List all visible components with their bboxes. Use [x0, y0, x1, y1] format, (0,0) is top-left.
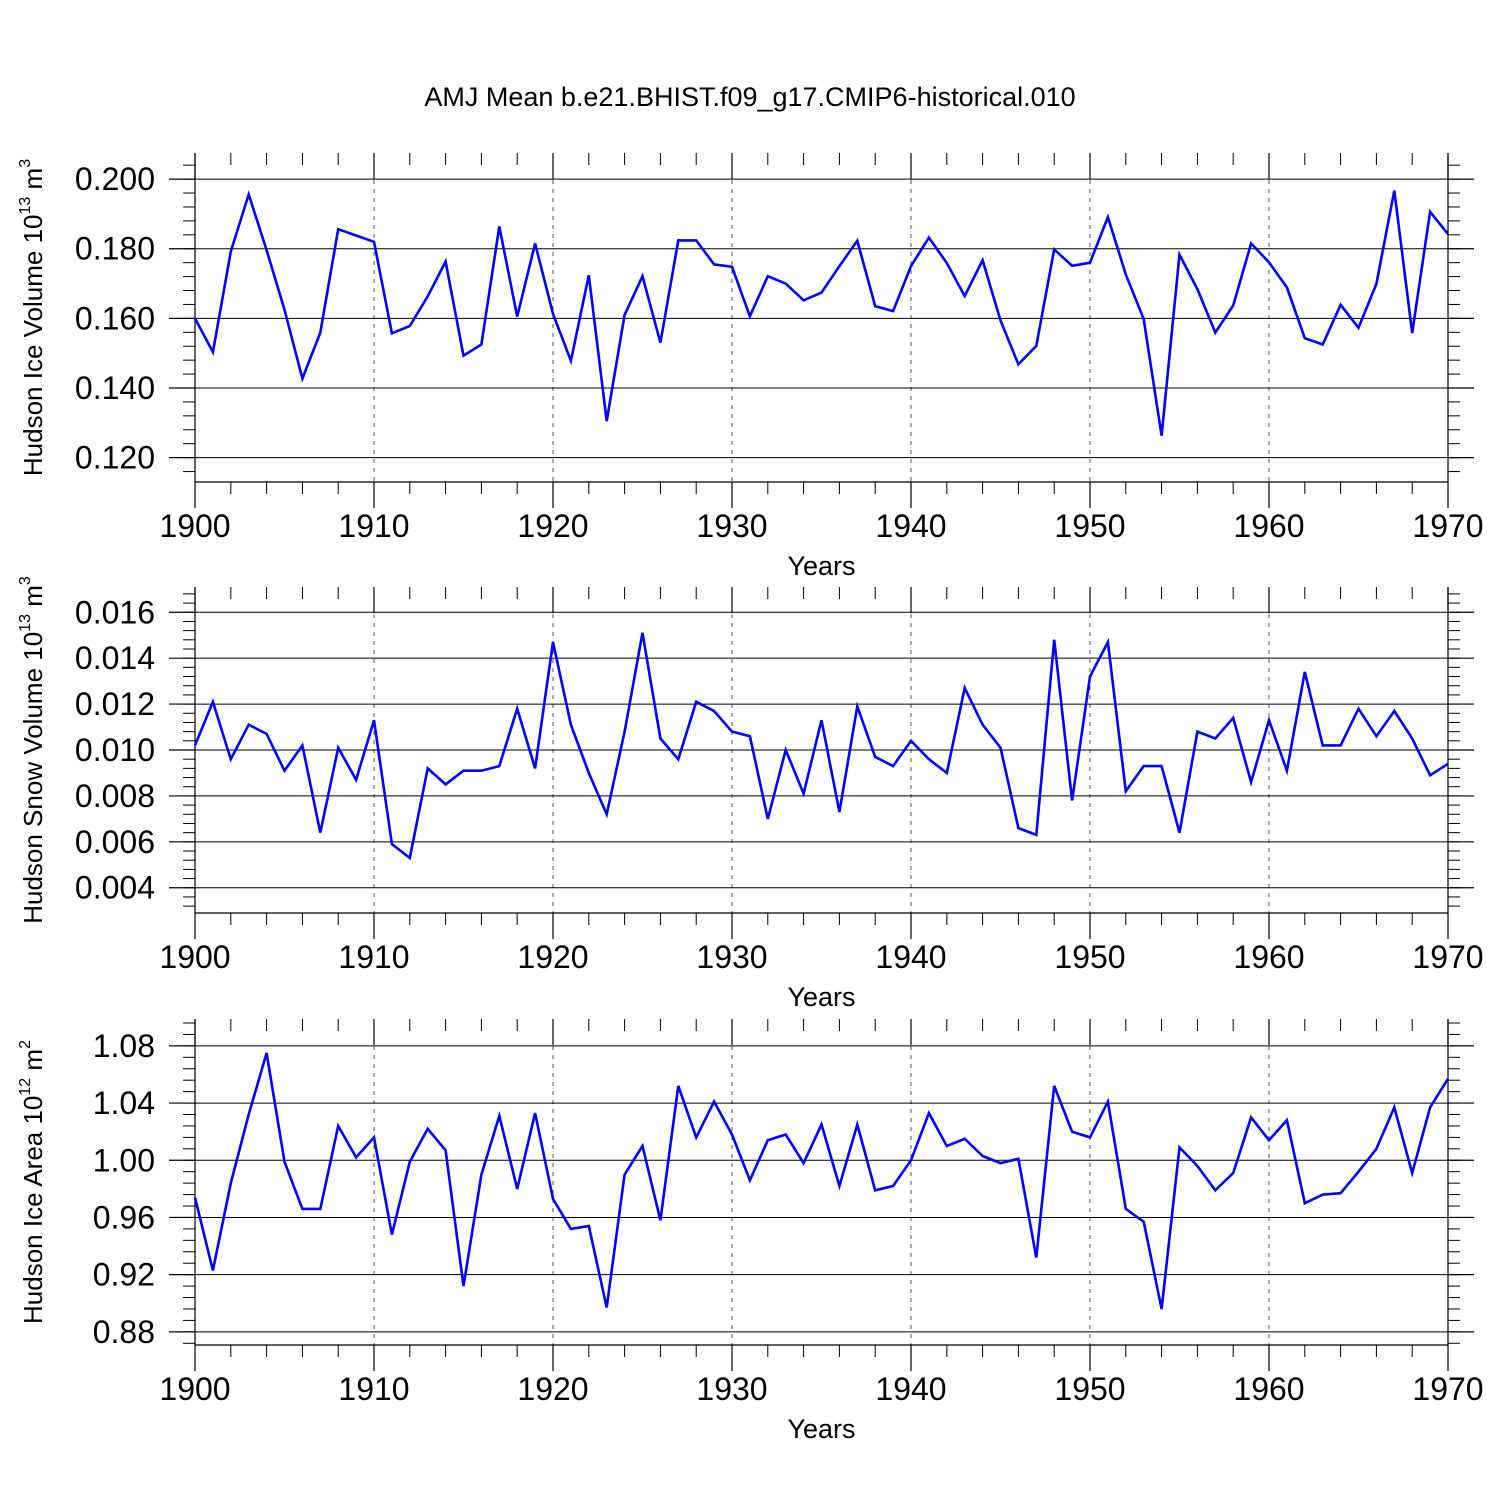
- y-tick-label: 0.004: [75, 870, 155, 906]
- y-tick-label: 0.200: [75, 161, 155, 197]
- x-tick-label: 1910: [338, 1371, 409, 1407]
- x-tick-label: 1950: [1054, 1371, 1125, 1407]
- chart-panel-hudson-ice-area: 0.88 0.92 0.96 1.00 1.04 1.08 1900 1910 1920 1930…: [17, 1019, 1484, 1444]
- x-tick-label: 1910: [338, 508, 409, 544]
- x-tick-label: 1940: [875, 1371, 946, 1407]
- x-tick-label: 1920: [517, 939, 588, 975]
- figure-title: AMJ Mean b.e21.BHIST.f09_g17.CMIP6-histo…: [424, 82, 1075, 112]
- y-axis-label-text: Hudson Ice Volume 10: [18, 214, 48, 476]
- y-tick-label: 0.92: [93, 1257, 155, 1293]
- x-tick-label: 1900: [159, 1371, 230, 1407]
- x-tick-label: 1970: [1412, 508, 1483, 544]
- x-tick-label: 1900: [159, 508, 230, 544]
- x-tick-label: 1930: [696, 1371, 767, 1407]
- y-axis-label-unit: m: [18, 1049, 48, 1078]
- x-tick-label: 1960: [1233, 508, 1304, 544]
- y-tick-label: 0.008: [75, 778, 155, 814]
- y-axis-label-text: Hudson Snow Volume 10: [18, 632, 48, 924]
- series-line-hudson-snow-volume: [193, 632, 1449, 861]
- x-tick-label: 1910: [338, 939, 409, 975]
- y-axis-label-unit-exponent: 3: [17, 576, 34, 585]
- chart-panel-hudson-snow-volume: 0.004 0.006 0.008 0.010 0.012 0.014 0.016 1900 1…: [17, 576, 1484, 1012]
- x-tick-label: 1930: [696, 939, 767, 975]
- y-axis-label-text: Hudson Ice Area 10: [18, 1096, 48, 1324]
- chart-panel-hudson-ice-volume: 0.120 0.140 0.160 0.180 0.200 1900 1910 1920 193…: [17, 153, 1484, 581]
- y-axis-label: Hudson Ice Area 1012 m2: [17, 1040, 48, 1324]
- y-tick-label: 0.96: [93, 1199, 155, 1235]
- y-tick-label: 0.88: [93, 1314, 155, 1350]
- y-tick-label: 0.160: [75, 300, 155, 336]
- y-tick-label: 0.120: [75, 440, 155, 476]
- x-tick-label: 1960: [1233, 1371, 1304, 1407]
- y-tick-label: 0.006: [75, 824, 155, 860]
- y-axis-label-exponent: 13: [17, 614, 34, 632]
- y-axis-label: Hudson Ice Volume 1013 m3: [17, 159, 48, 476]
- y-tick-label: 1.00: [93, 1142, 155, 1178]
- x-tick-label: 1920: [517, 508, 588, 544]
- x-tick-label: 1900: [159, 939, 230, 975]
- x-axis-label: Years: [787, 551, 855, 581]
- x-tick-label: 1950: [1054, 508, 1125, 544]
- y-axis-label-exponent: 12: [17, 1078, 34, 1096]
- x-axis-label: Years: [787, 1414, 855, 1444]
- x-tick-label: 1930: [696, 508, 767, 544]
- y-axis-label-unit: m: [18, 585, 48, 614]
- x-tick-label: 1970: [1412, 1371, 1483, 1407]
- x-tick-label: 1970: [1412, 939, 1483, 975]
- y-axis-label-exponent: 13: [17, 197, 34, 215]
- x-tick-label: 1940: [875, 508, 946, 544]
- y-tick-label: 0.140: [75, 370, 155, 406]
- y-tick-label: 1.04: [93, 1085, 155, 1121]
- x-tick-label: 1940: [875, 939, 946, 975]
- x-axis-label: Years: [787, 982, 855, 1012]
- y-axis-label-unit-exponent: 3: [17, 159, 34, 168]
- y-tick-label: 0.180: [75, 231, 155, 267]
- series-line-hudson-ice-volume: [193, 190, 1450, 436]
- x-tick-label: 1960: [1233, 939, 1304, 975]
- y-tick-label: 0.012: [75, 686, 155, 722]
- y-axis-label-unit: m: [18, 168, 48, 197]
- panels: 0.120 0.140 0.160 0.180 0.200 1900 1910 1920 193…: [17, 153, 1484, 1444]
- y-axis-label-unit-exponent: 2: [17, 1040, 34, 1049]
- y-tick-label: 0.010: [75, 732, 155, 768]
- series-line-hudson-ice-area: [193, 1052, 1450, 1310]
- y-tick-label: 0.014: [75, 640, 155, 676]
- x-tick-label: 1920: [517, 1371, 588, 1407]
- y-axis-label: Hudson Snow Volume 1013 m3: [17, 576, 48, 924]
- x-tick-label: 1950: [1054, 939, 1125, 975]
- y-tick-label: 1.08: [93, 1028, 155, 1064]
- y-tick-label: 0.016: [75, 594, 155, 630]
